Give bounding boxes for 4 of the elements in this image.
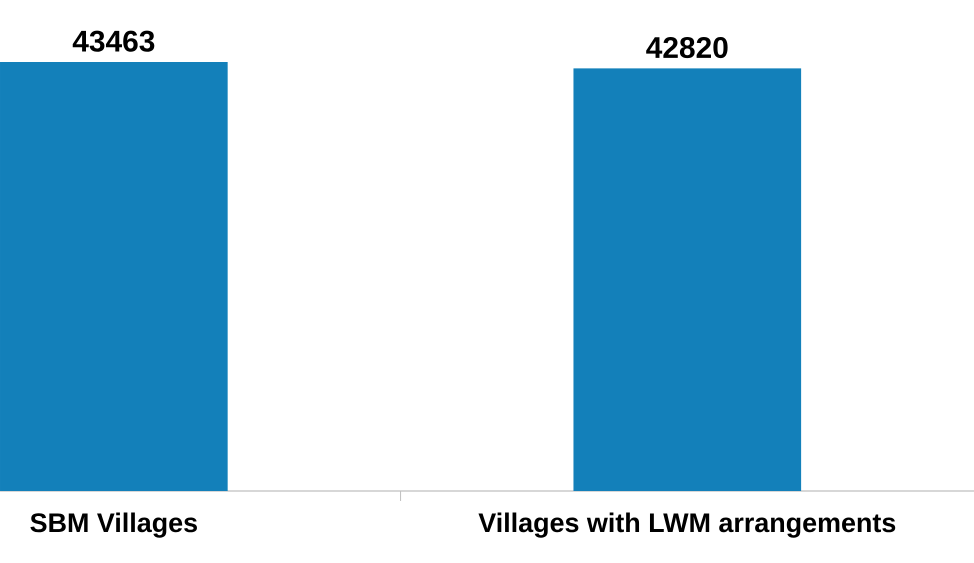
data-label: 43463 xyxy=(72,30,154,52)
x-tick-label: Villages with LWM arrangements xyxy=(478,512,896,538)
data-label: 42820 xyxy=(646,36,728,58)
x-tick-label: SBM Villages xyxy=(30,512,197,538)
